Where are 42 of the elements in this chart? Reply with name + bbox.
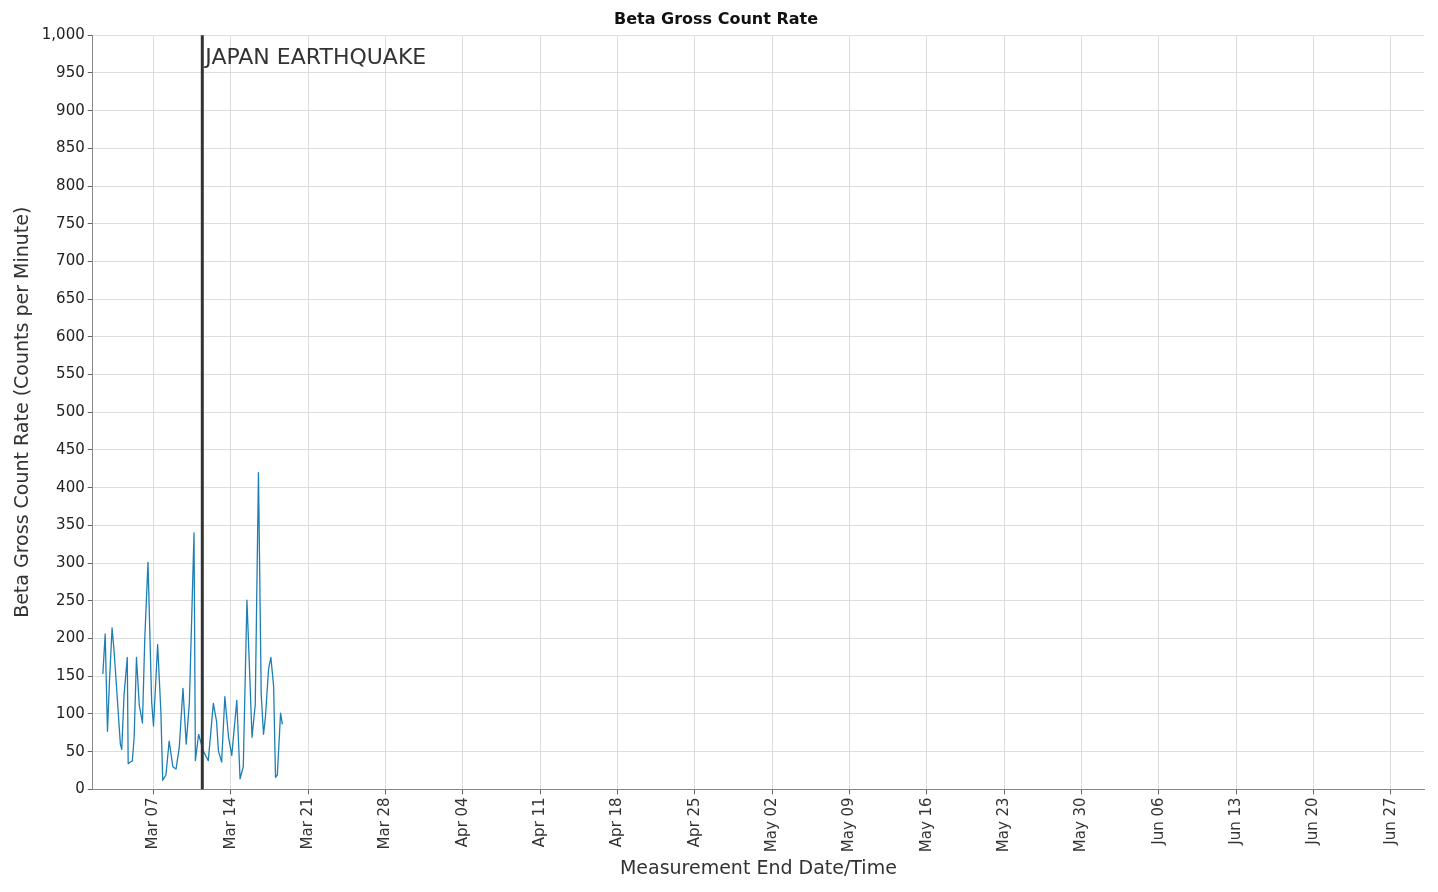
y-tick-label: 300	[56, 552, 85, 571]
x-tick-label: May 30	[1071, 797, 1090, 853]
y-tick-label: 750	[56, 213, 85, 232]
y-tick-label: 600	[56, 326, 85, 345]
x-tick-label: Mar 07	[143, 797, 162, 850]
x-tick-label: Apr 04	[452, 797, 471, 848]
y-tick-label: 150	[56, 666, 85, 685]
x-axis-title: Measurement End Date/Time	[619, 855, 897, 878]
y-tick-label: 950	[56, 62, 85, 81]
y-tick-label: 250	[56, 590, 85, 609]
x-tick-label: May 16	[916, 797, 935, 853]
x-tick-label: May 02	[762, 797, 781, 853]
y-tick-label: 850	[56, 138, 85, 157]
x-tick-label: Mar 28	[375, 797, 394, 850]
x-tick-label: Jun 27	[1380, 797, 1399, 846]
x-tick-label: Mar 14	[220, 797, 239, 850]
x-tick-label: May 23	[994, 797, 1013, 853]
chart-title: Beta Gross Count Rate	[613, 8, 819, 28]
y-tick-label: 500	[56, 402, 85, 421]
y-tick-label: 550	[56, 364, 85, 383]
y-tick-label: 1,000	[41, 25, 85, 44]
y-tick-label: 700	[56, 251, 85, 270]
x-tick-label: Apr 11	[530, 797, 549, 848]
y-tick-label: 450	[56, 439, 85, 458]
x-tick-label: Apr 18	[607, 797, 626, 848]
y-tick-label: 200	[56, 628, 85, 647]
y-tick-label: 50	[65, 741, 85, 760]
x-tick-label: May 09	[839, 797, 858, 853]
y-tick-label: 900	[56, 100, 85, 119]
y-tick-label: 650	[56, 289, 85, 308]
x-tick-label: Jun 13	[1226, 797, 1245, 846]
y-tick-label: 800	[56, 175, 85, 194]
y-tick-label: 400	[56, 477, 85, 496]
y-tick-label: 350	[56, 515, 85, 534]
y-axis-title: Beta Gross Count Rate (Counts per Minute)	[10, 206, 33, 618]
ref-line-label: JAPAN EARTHQUAKE	[203, 43, 427, 69]
x-tick-label: Jun 20	[1303, 797, 1322, 846]
x-tick-label: Jun 06	[1148, 797, 1167, 846]
y-tick-label: 100	[56, 703, 85, 722]
x-tick-label: Apr 25	[684, 797, 703, 848]
x-tick-label: Mar 21	[298, 797, 317, 850]
y-tick-label: 0	[75, 779, 85, 798]
